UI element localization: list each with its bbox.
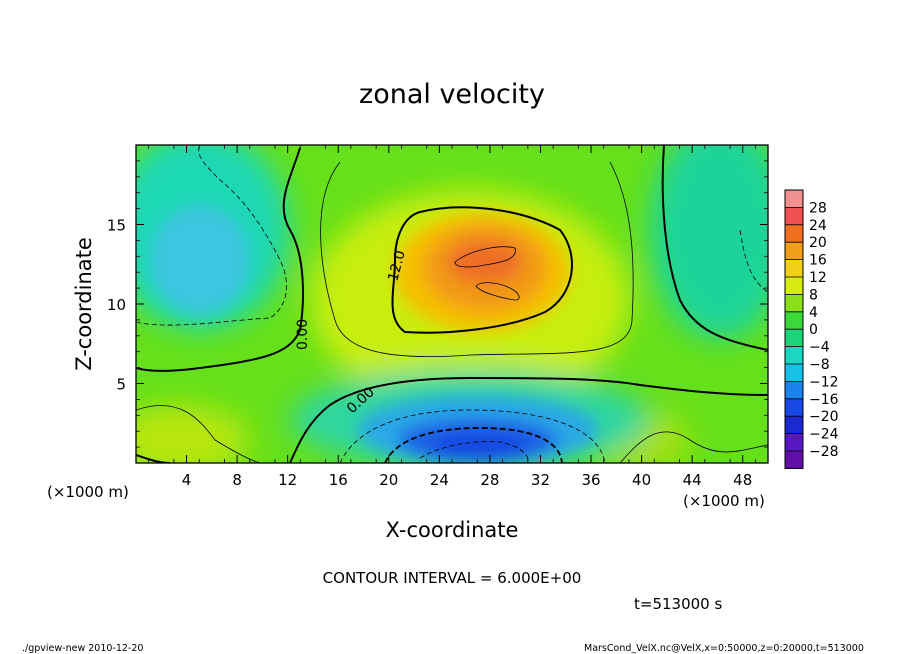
colorbar-label: 20 — [809, 235, 827, 251]
colorbar-swatch — [785, 416, 803, 435]
colorbar-swatch — [785, 364, 803, 382]
y-tick-label: 10 — [107, 296, 126, 314]
x-tick-label: 48 — [733, 471, 752, 489]
colorbar-swatch — [785, 329, 803, 348]
x-tick-label: 32 — [531, 471, 550, 489]
colorbar-label: 12 — [809, 270, 827, 286]
colorbar-swatch — [785, 277, 803, 295]
colorbar-swatch — [785, 259, 803, 278]
x-tick-label: 44 — [683, 471, 702, 489]
y-axis-label: Z-coordinate — [72, 237, 96, 371]
colorbar-swatch — [785, 242, 803, 261]
x-axis-label: X-coordinate — [386, 518, 519, 542]
colorbar-swatch — [785, 346, 803, 365]
colorbar-swatch — [785, 294, 803, 313]
colorbar-swatch — [785, 381, 803, 400]
colorbar-swatch — [785, 224, 803, 243]
colorbar-swatch — [785, 190, 803, 208]
colorbar-label: −8 — [809, 357, 830, 373]
x-tick-label: 4 — [182, 471, 192, 489]
colorbar-label: 4 — [809, 305, 818, 321]
footer-right: MarsCond_VelX.nc@VelX,x=0:50000,z=0:2000… — [584, 643, 864, 654]
colorbar-swatch — [785, 433, 803, 452]
colorbar-label: 24 — [809, 218, 827, 234]
colorbar-label: −28 — [809, 444, 839, 460]
chart-title: zonal velocity — [359, 79, 545, 110]
x-tick-label: 12 — [278, 471, 297, 489]
y-tick-label: 5 — [116, 376, 126, 394]
contour-label-zero-left: 0.00 — [295, 319, 311, 350]
colorbar-swatch — [785, 311, 803, 330]
colorbar-label: −4 — [809, 340, 830, 356]
colorbar-label: 8 — [809, 287, 818, 303]
x-tick-label: 20 — [379, 471, 398, 489]
x-unit-left: (×1000 m) — [47, 483, 129, 501]
colorbar-swatch — [785, 207, 803, 226]
x-tick-label: 8 — [232, 471, 242, 489]
x-tick-label: 16 — [329, 471, 348, 489]
y-tick-label: 15 — [107, 217, 126, 235]
colorbar-label: −12 — [809, 374, 839, 390]
colorbar-label: 28 — [809, 200, 827, 216]
x-tick-label: 36 — [581, 471, 600, 489]
colorbar-label: −24 — [809, 427, 839, 443]
x-unit-right: (×1000 m) — [683, 492, 765, 510]
footer-left: ./gpview-new 2010-12-20 — [22, 643, 143, 654]
contour-field — [136, 145, 768, 463]
x-tick-label: 24 — [430, 471, 449, 489]
colorbar-label: −16 — [809, 392, 839, 408]
x-tick-label: 40 — [632, 471, 651, 489]
time-label: t=513000 s — [634, 595, 722, 613]
colorbar-swatch — [785, 451, 803, 469]
x-tick-label: 28 — [480, 471, 499, 489]
colorbar-label: −20 — [809, 409, 839, 425]
contour-interval-text: CONTOUR INTERVAL = 6.000E+00 — [323, 569, 582, 587]
colorbar-swatch — [785, 398, 803, 417]
colorbar-label: 0 — [809, 322, 818, 338]
colorbar-label: 16 — [809, 253, 827, 269]
contour-label-twelve: 12.0 — [385, 249, 409, 283]
